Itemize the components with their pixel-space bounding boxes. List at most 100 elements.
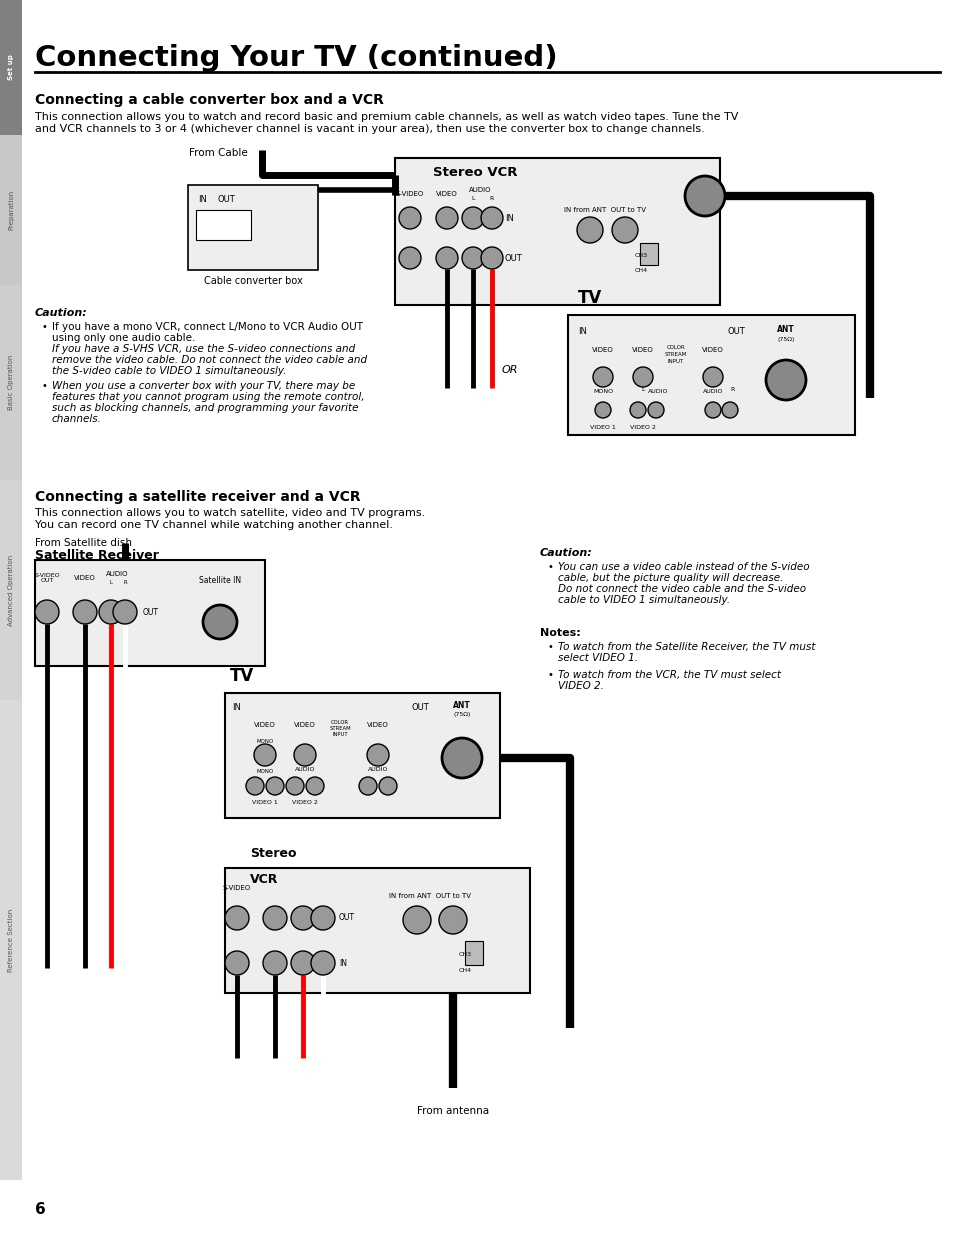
Text: IN: IN	[578, 326, 587, 336]
Text: MONO: MONO	[256, 768, 274, 773]
Text: such as blocking channels, and programming your favorite: such as blocking channels, and programmi…	[52, 403, 358, 412]
Text: IN: IN	[233, 703, 241, 711]
Circle shape	[263, 951, 287, 974]
Bar	[567, 315, 854, 435]
Text: OUT: OUT	[726, 326, 744, 336]
Text: Advanced Operation: Advanced Operation	[8, 555, 14, 626]
Circle shape	[291, 906, 314, 930]
Text: (75Ω): (75Ω)	[777, 336, 794, 342]
Circle shape	[306, 777, 324, 795]
Circle shape	[577, 217, 602, 243]
Text: TV: TV	[578, 289, 601, 308]
Circle shape	[684, 177, 724, 216]
Text: select VIDEO 1.: select VIDEO 1.	[558, 653, 638, 663]
Text: CH3: CH3	[458, 952, 472, 957]
Polygon shape	[0, 135, 22, 285]
Text: Notes:: Notes:	[539, 629, 580, 638]
Text: AUDIO: AUDIO	[106, 571, 128, 577]
Text: COLOR: COLOR	[666, 345, 684, 350]
Text: R: R	[123, 579, 127, 584]
Text: To watch from the Satellite Receiver, the TV must: To watch from the Satellite Receiver, th…	[558, 642, 815, 652]
Text: AUDIO: AUDIO	[367, 767, 388, 772]
Text: 6: 6	[35, 1203, 46, 1218]
Text: From Cable: From Cable	[189, 148, 247, 158]
Text: Reference Section: Reference Section	[8, 909, 14, 972]
Circle shape	[461, 207, 483, 228]
Text: AUDIO: AUDIO	[647, 389, 667, 394]
Circle shape	[291, 951, 314, 974]
Text: IN: IN	[338, 958, 347, 967]
Text: OUT: OUT	[217, 194, 234, 204]
Circle shape	[225, 951, 249, 974]
Text: IN: IN	[504, 214, 514, 222]
Text: CH3: CH3	[635, 252, 647, 258]
Text: Stereo: Stereo	[250, 847, 296, 860]
Text: ANT: ANT	[453, 700, 471, 709]
Text: •: •	[547, 642, 554, 652]
Text: OUT: OUT	[143, 608, 159, 616]
Circle shape	[629, 403, 645, 417]
Circle shape	[595, 403, 610, 417]
Circle shape	[647, 403, 663, 417]
Polygon shape	[0, 480, 22, 700]
Circle shape	[436, 247, 457, 269]
Text: VIDEO 2: VIDEO 2	[629, 425, 656, 430]
Text: VIDEO: VIDEO	[74, 576, 95, 580]
Text: VIDEO: VIDEO	[632, 347, 653, 353]
Circle shape	[765, 359, 805, 400]
Circle shape	[263, 906, 287, 930]
Text: channels.: channels.	[52, 414, 102, 424]
Circle shape	[311, 906, 335, 930]
Bar	[225, 868, 530, 993]
Circle shape	[367, 743, 389, 766]
Text: VIDEO: VIDEO	[367, 722, 389, 727]
Circle shape	[203, 605, 236, 638]
Circle shape	[398, 207, 420, 228]
Circle shape	[593, 367, 613, 387]
Circle shape	[702, 367, 722, 387]
Text: Satellite IN: Satellite IN	[199, 576, 241, 584]
Text: R: R	[489, 195, 494, 200]
Text: S-VIDEO
OUT: S-VIDEO OUT	[34, 573, 60, 583]
Text: INPUT: INPUT	[332, 731, 348, 736]
Text: Preparation: Preparation	[8, 190, 14, 230]
Text: cable to VIDEO 1 simultaneously.: cable to VIDEO 1 simultaneously.	[558, 595, 729, 605]
Circle shape	[286, 777, 304, 795]
Text: OR: OR	[501, 366, 517, 375]
Text: Connecting a cable converter box and a VCR: Connecting a cable converter box and a V…	[35, 93, 383, 107]
Text: You can record one TV channel while watching another channel.: You can record one TV channel while watc…	[35, 520, 393, 530]
Text: STREAM: STREAM	[664, 352, 686, 357]
Circle shape	[480, 207, 502, 228]
Text: cable, but the picture quality will decrease.: cable, but the picture quality will decr…	[558, 573, 782, 583]
Text: This connection allows you to watch and record basic and premium cable channels,: This connection allows you to watch and …	[35, 112, 738, 122]
Circle shape	[358, 777, 376, 795]
Text: VIDEO 2.: VIDEO 2.	[558, 680, 603, 692]
Polygon shape	[0, 700, 22, 1179]
Text: IN: IN	[198, 194, 207, 204]
Bar	[639, 243, 658, 266]
Text: using only one audio cable.: using only one audio cable.	[52, 333, 195, 343]
Text: From Satellite dish: From Satellite dish	[35, 538, 132, 548]
Text: •: •	[42, 322, 48, 332]
Text: Connecting a satellite receiver and a VCR: Connecting a satellite receiver and a VC…	[35, 490, 360, 504]
Circle shape	[438, 906, 467, 934]
Text: VIDEO: VIDEO	[701, 347, 723, 353]
Text: VIDEO 2: VIDEO 2	[292, 800, 317, 805]
Text: VIDEO 1: VIDEO 1	[252, 800, 277, 805]
Text: and VCR channels to 3 or 4 (whichever channel is vacant in your area), then use : and VCR channels to 3 or 4 (whichever ch…	[35, 124, 704, 135]
Text: Stereo VCR: Stereo VCR	[433, 165, 517, 179]
Text: If you have a mono VCR, connect L/Mono to VCR Audio OUT: If you have a mono VCR, connect L/Mono t…	[52, 322, 363, 332]
Text: OUT: OUT	[411, 703, 429, 711]
Text: R: R	[730, 387, 735, 391]
Text: ANT: ANT	[777, 325, 794, 333]
Text: S-VIDEO: S-VIDEO	[395, 191, 424, 198]
Text: AUDIO: AUDIO	[702, 389, 722, 394]
Text: INPUT: INPUT	[667, 358, 683, 363]
Text: To watch from the VCR, the TV must select: To watch from the VCR, the TV must selec…	[558, 671, 781, 680]
Text: CH4: CH4	[458, 968, 472, 973]
Text: L: L	[471, 195, 475, 200]
Circle shape	[461, 247, 483, 269]
Circle shape	[441, 739, 481, 778]
Text: L: L	[110, 579, 112, 584]
Text: IN from ANT  OUT to TV: IN from ANT OUT to TV	[563, 207, 645, 212]
